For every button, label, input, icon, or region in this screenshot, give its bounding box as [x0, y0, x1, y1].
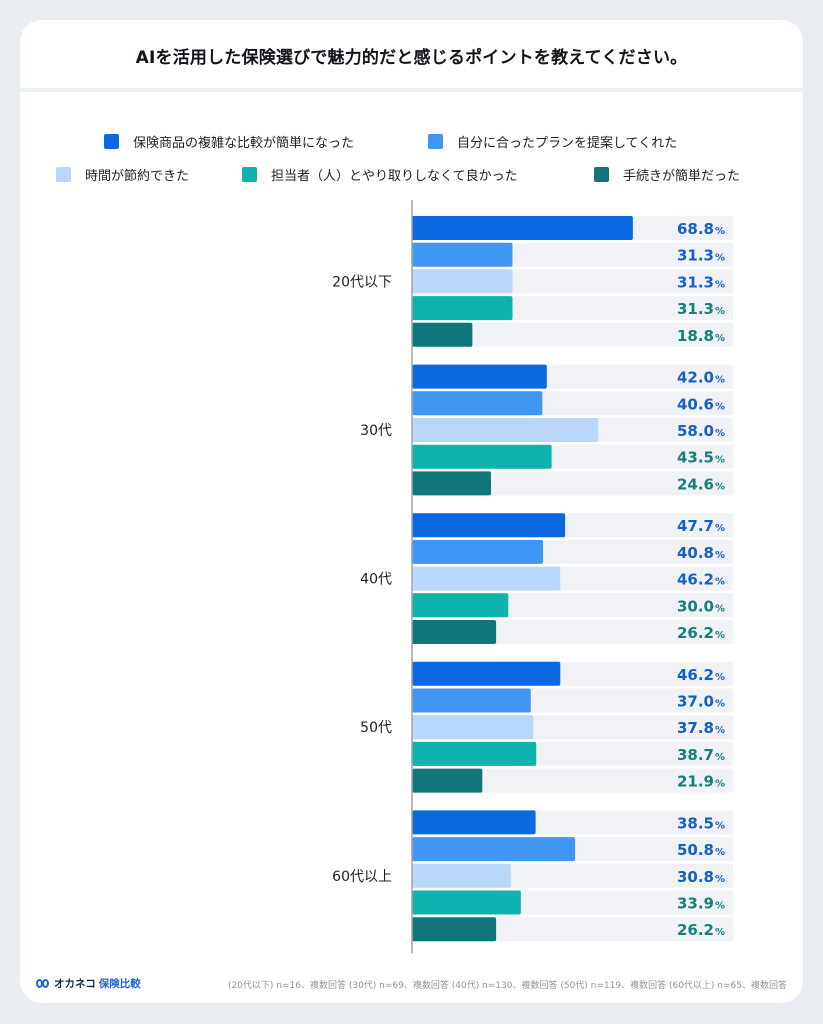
data-label: 58.0% [677, 422, 725, 440]
bar-track [412, 471, 733, 496]
data-label: 31.3% [677, 273, 725, 291]
bar [412, 471, 491, 496]
bar [412, 768, 483, 793]
category-label: 50代 [360, 720, 392, 736]
category-label: 30代 [360, 423, 392, 439]
chart-title: AIを活用した保険選びで魅力的だと感じるポイントを教えてください。 [135, 47, 688, 68]
data-label: 38.5% [677, 814, 725, 832]
logo-accent-text: 保険比較 [98, 978, 141, 990]
legend-item-4: 担当者（人）とやり取りしなくて良かった [242, 165, 518, 184]
chart-card: AIを活用した保険選びで魅力的だと感じるポイントを教えてください。 保険商品の複… [20, 20, 803, 1003]
bar [412, 661, 561, 686]
bar-chart: 20代以下 68.8% 31.3% 31.3% 31.3% 18.8% 30代 42.0% 40… [332, 200, 733, 954]
legend-label-5: 手続きが簡単だった [623, 169, 741, 184]
data-label: 42.0% [677, 369, 725, 387]
bar [412, 810, 536, 835]
sample-size-note: (20代以下) n=16、複数回答 (30代) n=69、複数回答 (40代) … [227, 981, 787, 991]
bar [412, 890, 521, 915]
data-label: 30.8% [677, 868, 725, 886]
legend-label-4: 担当者（人）とやり取りしなくて良かった [271, 169, 518, 184]
data-label: 46.2% [677, 666, 725, 684]
bar [412, 444, 552, 469]
legend-swatch-3 [56, 167, 71, 182]
bar [412, 917, 497, 942]
legend-item-3: 時間が節約できた [56, 165, 189, 184]
data-label: 37.8% [677, 719, 725, 737]
data-label: 38.7% [677, 746, 725, 764]
bar [412, 863, 511, 888]
data-label: 68.8% [677, 220, 725, 238]
data-label: 26.2% [677, 921, 725, 939]
bar-track [412, 322, 733, 347]
bar [412, 715, 534, 740]
bar [412, 322, 473, 347]
data-label: 18.8% [677, 327, 725, 345]
bar [412, 391, 543, 416]
data-label: 30.0% [677, 597, 725, 615]
legend-swatch-5 [594, 167, 609, 182]
data-label: 40.6% [677, 395, 725, 413]
bar [412, 566, 561, 591]
data-label: 50.8% [677, 841, 725, 859]
bar [412, 296, 513, 321]
legend-item-2: 自分に合ったプランを提案してくれた [428, 132, 677, 151]
legend-item-1: 保険商品の複雑な比較が簡単になった [104, 132, 354, 151]
title-divider [20, 88, 803, 92]
data-label: 24.6% [677, 475, 725, 493]
bar [412, 364, 547, 389]
data-label: 31.3% [677, 247, 725, 265]
category-label: 60代以上 [332, 869, 392, 885]
data-label: 33.9% [677, 895, 725, 913]
legend-label-1: 保険商品の複雑な比較が簡単になった [133, 136, 355, 151]
data-label: 21.9% [677, 773, 725, 791]
legend-label-2: 自分に合ったプランを提案してくれた [457, 136, 678, 151]
bar [412, 593, 509, 618]
bar [412, 513, 566, 538]
bar [412, 539, 543, 564]
legend-swatch-1 [104, 134, 119, 149]
legend-swatch-2 [428, 134, 443, 149]
bar [412, 216, 633, 240]
data-label: 37.0% [677, 693, 725, 711]
category-label: 20代以下 [332, 274, 392, 290]
logo-main-text: オカネコ [54, 978, 96, 990]
bar-track [412, 768, 733, 793]
bar [412, 418, 599, 442]
legend-label-3: 時間が節約できた [85, 169, 190, 184]
data-label: 31.3% [677, 300, 725, 318]
logo-icon [36, 979, 50, 988]
data-label: 43.5% [677, 449, 725, 467]
legend-item-5: 手続きが簡単だった [594, 165, 740, 184]
bar [412, 741, 537, 766]
bar [412, 242, 513, 267]
brand-logo: オカネコ 保険比較 [36, 976, 141, 991]
bar [412, 620, 497, 644]
legend-swatch-4 [242, 167, 257, 182]
bar [412, 688, 531, 713]
data-label: 40.8% [677, 544, 725, 562]
data-label: 26.2% [677, 624, 725, 642]
category-label: 40代 [360, 572, 392, 588]
data-label: 46.2% [677, 571, 725, 589]
bar [412, 837, 576, 862]
bar [412, 269, 513, 294]
data-label: 47.7% [677, 517, 725, 535]
